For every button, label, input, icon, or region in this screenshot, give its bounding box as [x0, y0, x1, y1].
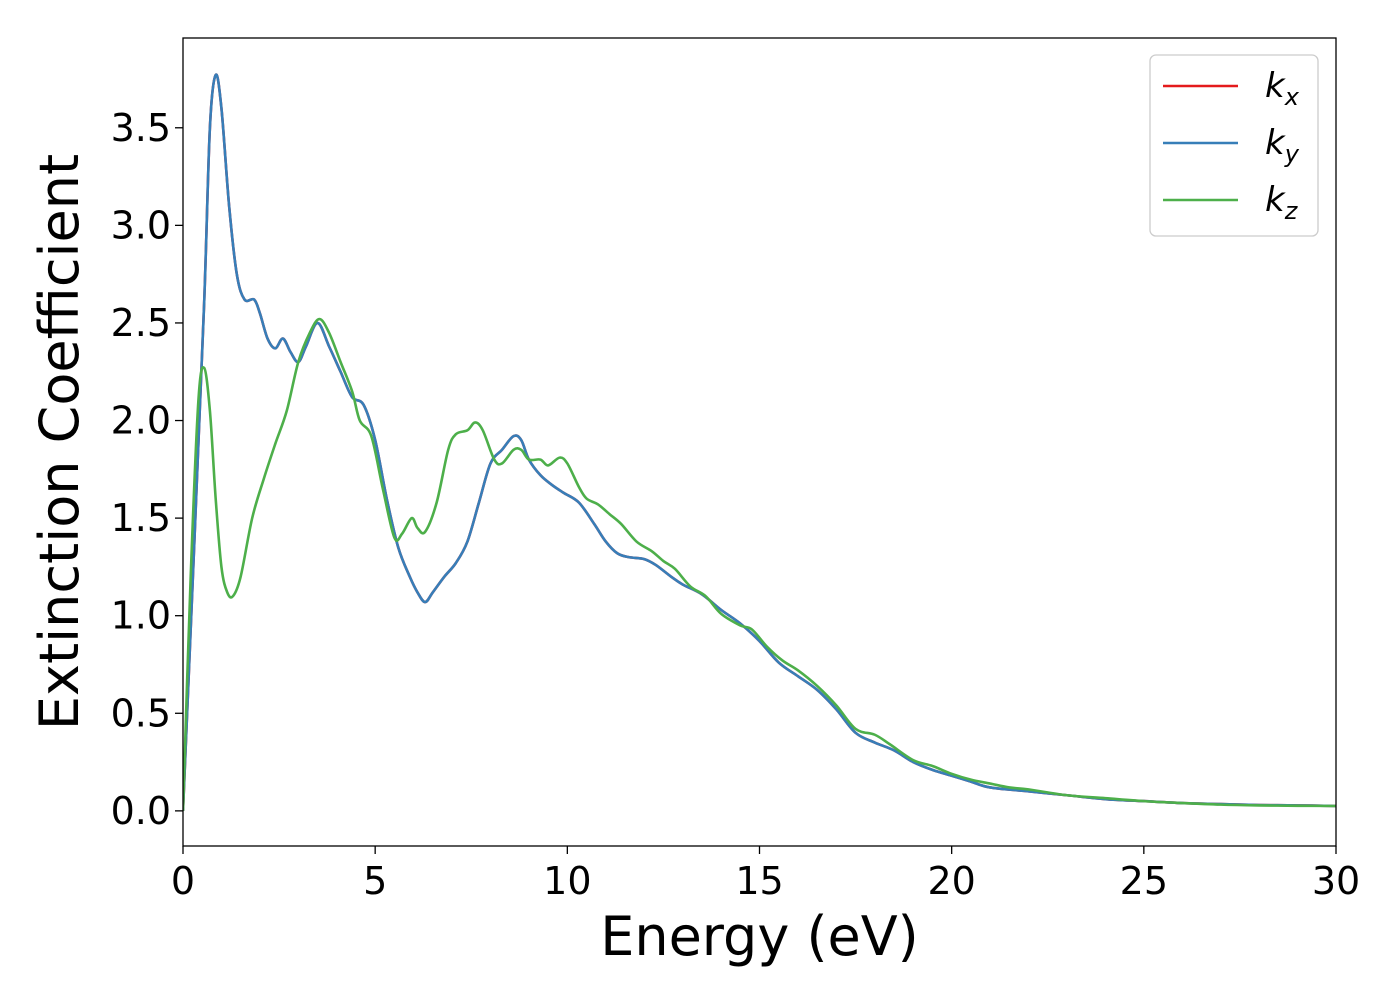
x-tick-label: 15: [735, 859, 783, 903]
x-tick-label: 30: [1312, 859, 1360, 903]
y-tick-label: 0.5: [111, 691, 171, 735]
y-tick-label: 2.5: [111, 301, 171, 345]
y-tick-label: 1.0: [111, 594, 171, 638]
x-tick-label: 0: [171, 859, 195, 903]
y-tick-label: 0.0: [111, 789, 171, 833]
series-line-ky: [183, 73, 1336, 811]
x-tick-label: 25: [1120, 859, 1168, 903]
series-layer: [183, 73, 1336, 811]
legend-label-kx: kx: [1265, 66, 1300, 111]
y-tick-label: 3.0: [111, 203, 171, 247]
y-tick-label: 1.5: [111, 496, 171, 540]
y-axis-label: Extinction Coefficient: [28, 154, 91, 730]
x-tick-label: 10: [543, 859, 591, 903]
x-axis-ticks: 0 5 10 15 20 25 30: [171, 846, 1360, 903]
y-axis-ticks: 0.0 0.5 1.0 1.5 2.0 2.5 3.0 3.5: [111, 106, 183, 833]
series-line-kz: [183, 317, 1336, 811]
legend: kx ky kz: [1149, 54, 1319, 237]
legend-label-ky: ky: [1265, 123, 1300, 168]
x-tick-label: 5: [363, 859, 387, 903]
legend-label-kz: kz: [1265, 180, 1299, 225]
x-axis-label: Energy (eV): [600, 905, 919, 968]
legend-box: [1149, 54, 1319, 237]
y-tick-label: 2.0: [111, 399, 171, 443]
y-tick-label: 3.5: [111, 106, 171, 150]
x-tick-label: 20: [927, 859, 975, 903]
